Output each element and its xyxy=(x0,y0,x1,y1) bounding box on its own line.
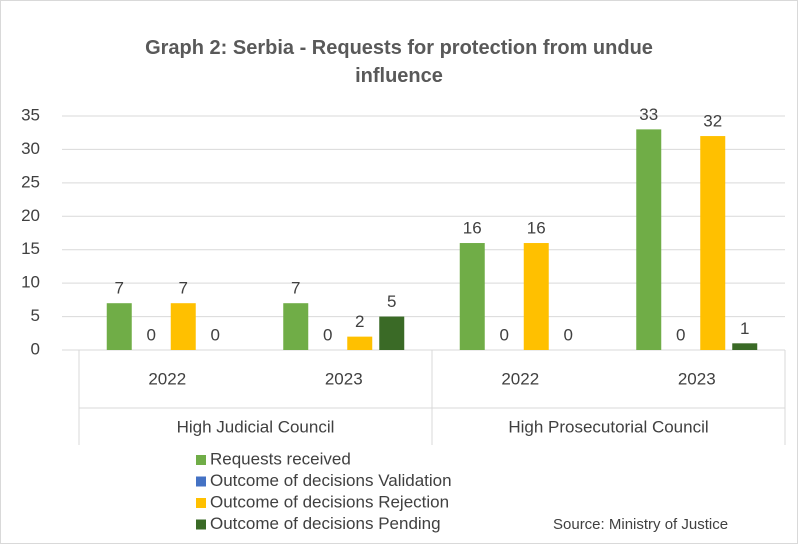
y-tick-label: 25 xyxy=(21,172,40,191)
legend-label: Outcome of decisions Validation xyxy=(210,471,452,490)
legend-label: Requests received xyxy=(210,449,351,468)
y-tick-label: 30 xyxy=(21,139,40,158)
data-label: 7 xyxy=(291,279,300,298)
y-tick-label: 5 xyxy=(31,306,40,325)
data-label: 16 xyxy=(463,219,482,238)
data-label: 0 xyxy=(147,325,156,344)
x-tick-label: 2023 xyxy=(678,369,716,388)
x-tick-label: 2022 xyxy=(148,369,186,388)
data-label: 0 xyxy=(500,325,509,344)
group-label: High Prosecutorial Council xyxy=(508,417,708,436)
legend-swatch xyxy=(196,498,206,508)
bar xyxy=(106,303,132,350)
bar xyxy=(347,336,373,350)
data-label: 33 xyxy=(639,105,658,124)
data-label: 0 xyxy=(211,325,220,344)
source-note: Source: Ministry of Justice xyxy=(553,516,728,533)
bar xyxy=(283,303,309,350)
data-label: 7 xyxy=(115,279,124,298)
legend-swatch xyxy=(196,519,206,530)
data-label: 0 xyxy=(676,325,685,344)
group-label: High Judicial Council xyxy=(177,417,335,436)
y-tick-label: 10 xyxy=(21,273,40,292)
data-label: 32 xyxy=(703,112,722,131)
bar xyxy=(523,243,549,350)
data-label: 7 xyxy=(179,279,188,298)
bar xyxy=(459,243,485,350)
legend-label: Outcome of decisions Rejection xyxy=(210,492,449,511)
data-label: 0 xyxy=(323,325,332,344)
bar xyxy=(700,136,726,350)
y-tick-label: 0 xyxy=(31,339,40,358)
data-label: 2 xyxy=(355,312,364,331)
x-tick-label: 2023 xyxy=(325,369,363,388)
legend-swatch xyxy=(196,455,206,465)
legend-label: Outcome of decisions Pending xyxy=(210,514,441,533)
y-tick-label: 20 xyxy=(21,206,40,225)
bar xyxy=(170,303,196,350)
chart-title: Graph 2: Serbia - Requests for protectio… xyxy=(145,37,653,87)
bar xyxy=(636,129,662,350)
y-tick-label: 15 xyxy=(21,239,40,258)
x-tick-label: 2022 xyxy=(501,369,539,388)
data-label: 5 xyxy=(387,292,396,311)
data-label: 0 xyxy=(564,325,573,344)
bar xyxy=(379,316,405,350)
data-label: 1 xyxy=(740,319,749,338)
data-label: 16 xyxy=(527,219,546,238)
bar xyxy=(732,343,758,350)
y-tick-label: 35 xyxy=(21,105,40,124)
legend-swatch xyxy=(196,476,206,487)
